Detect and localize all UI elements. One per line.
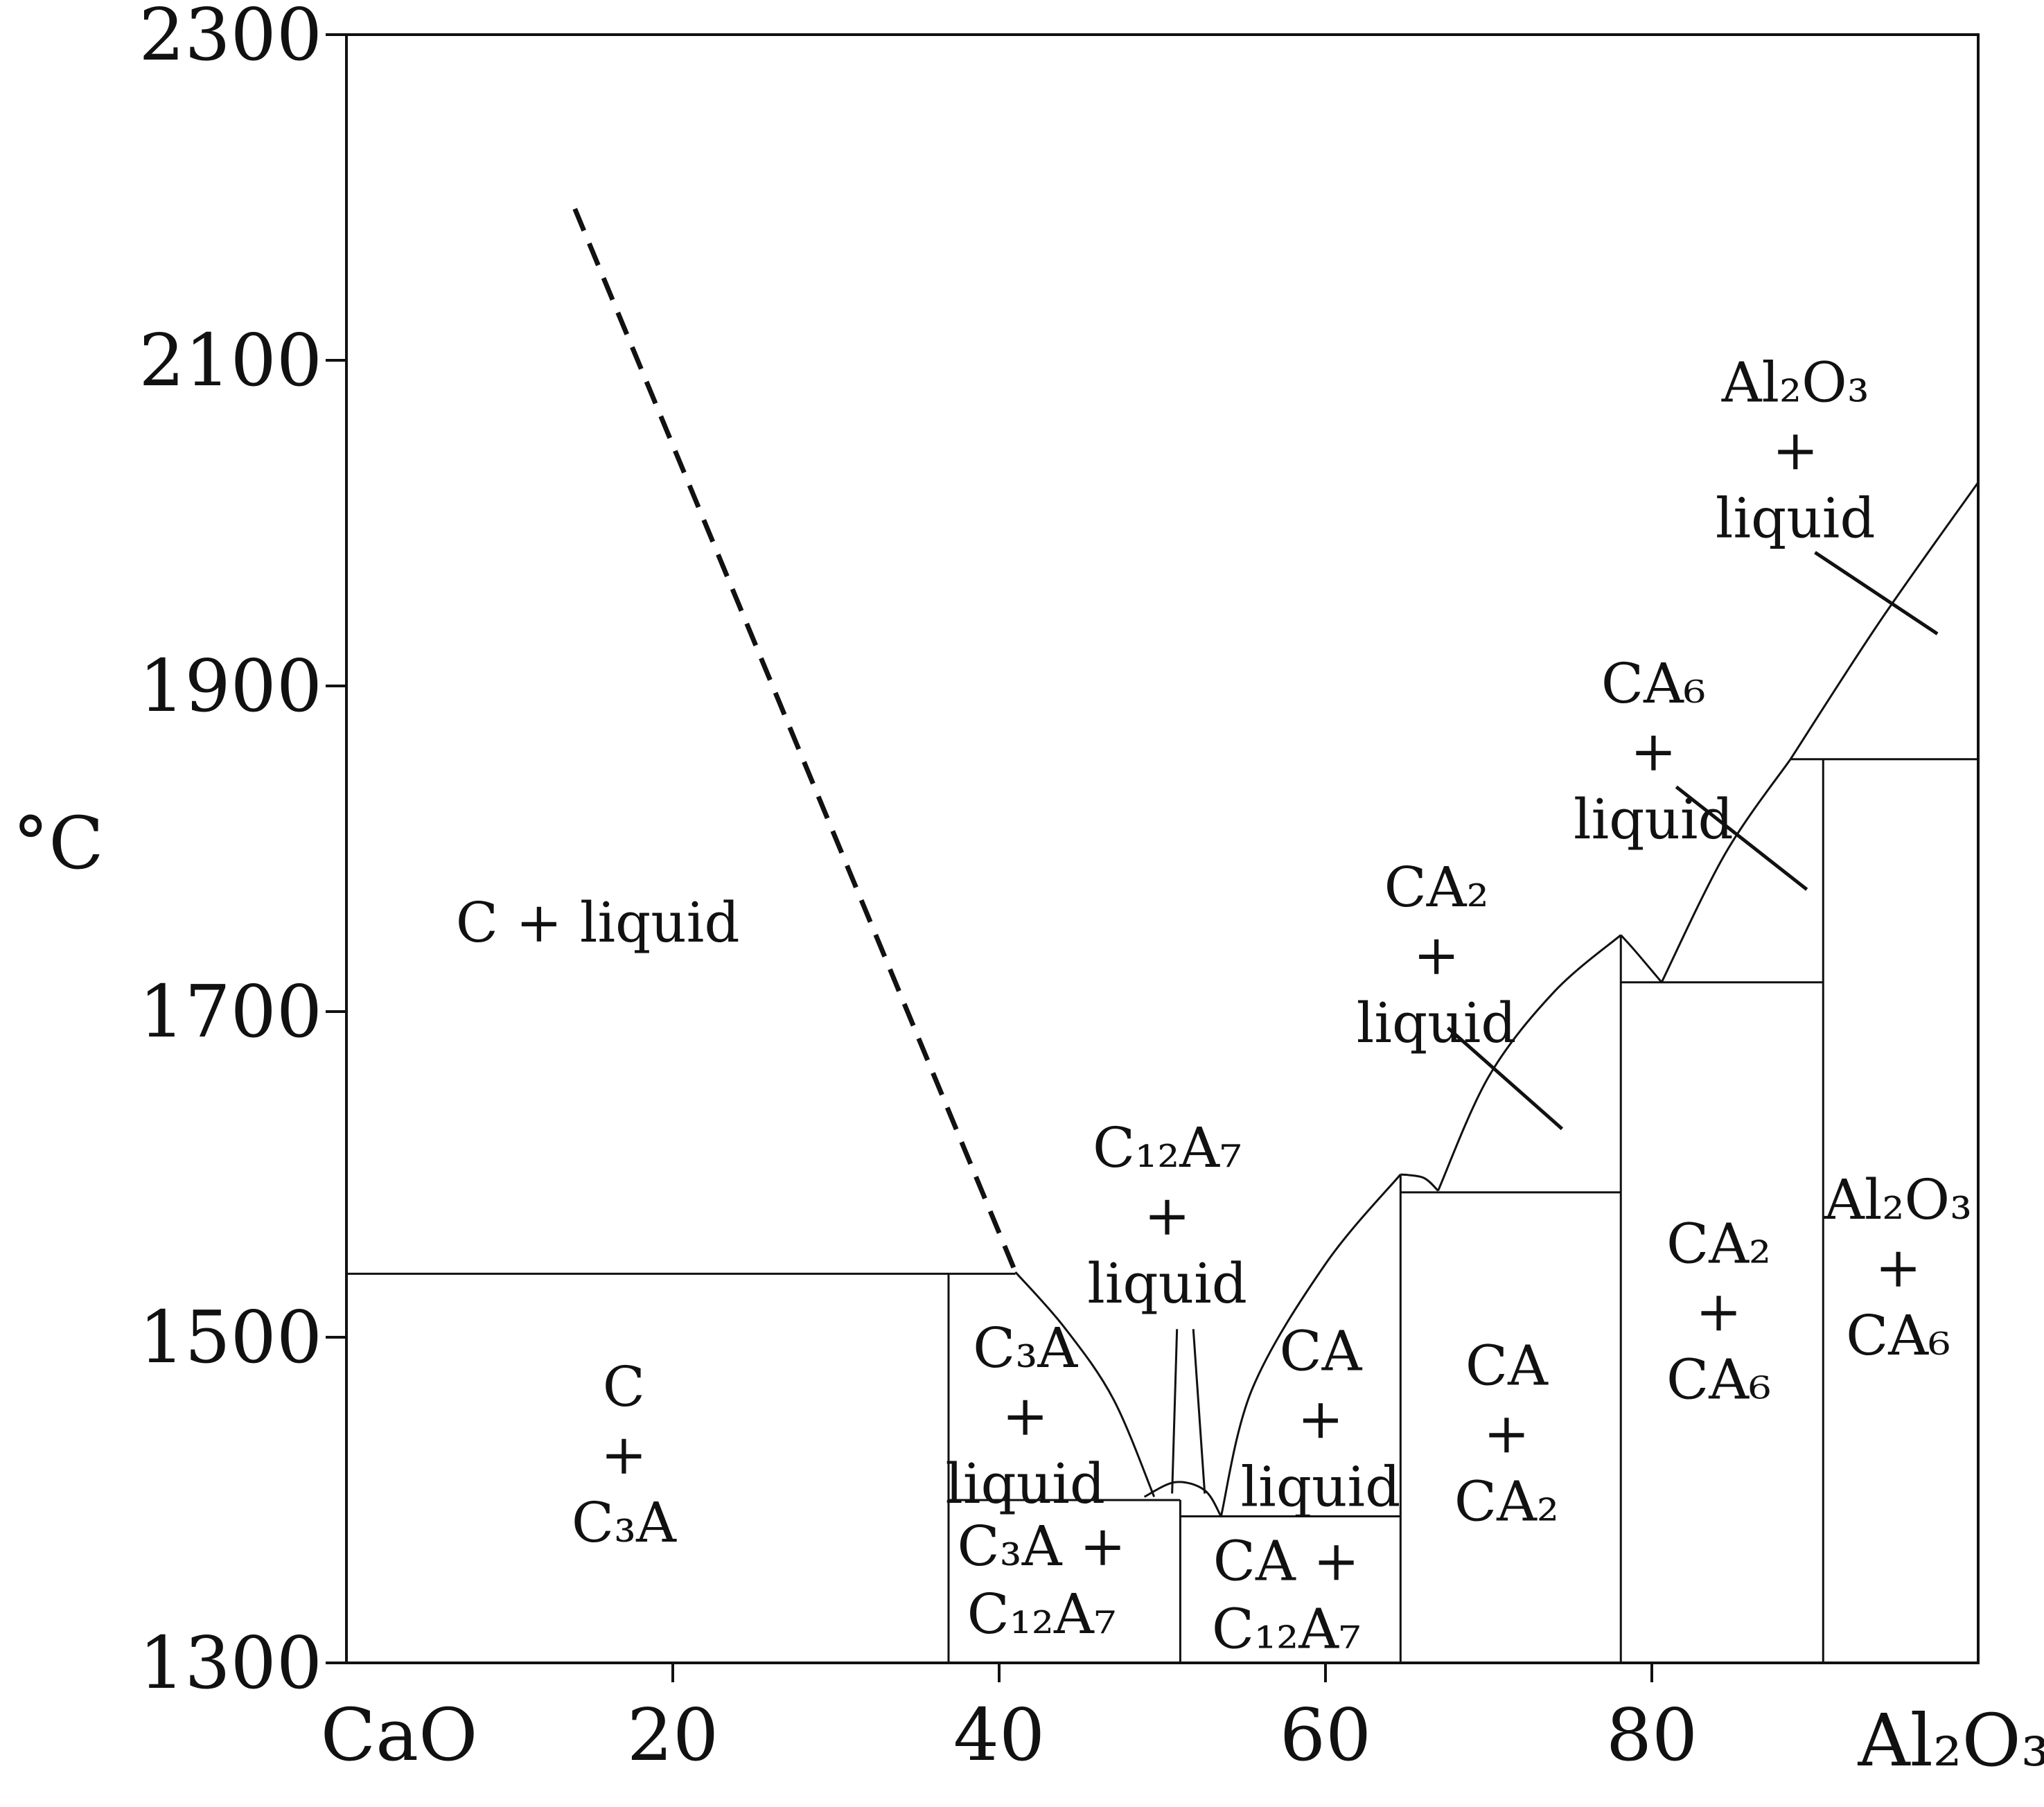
region-label-line: CA₆ bbox=[1846, 1303, 1950, 1368]
boundary-ca-liquidus bbox=[1219, 1174, 1402, 1517]
boundary-c12a7-liquid-right bbox=[1192, 1329, 1206, 1494]
region-label-line: Al₂O₃ bbox=[1721, 350, 1869, 414]
region-label-line: CA₆ bbox=[1666, 1347, 1771, 1411]
x-tick-label-80: 80 bbox=[1606, 1693, 1698, 1777]
leader-line-1 bbox=[1446, 1026, 1564, 1131]
boundary-c12a7-liquidus bbox=[1143, 1481, 1222, 1517]
region-label-line: liquid bbox=[945, 1452, 1105, 1516]
region-label-line: + bbox=[1002, 1384, 1048, 1448]
region-c-c3a: C+C₃A bbox=[572, 1355, 677, 1555]
region-ca-c12a7: CA +C₁₂A₇ bbox=[1212, 1528, 1361, 1661]
region-al2o3-ca6: Al₂O₃+CA₆ bbox=[1824, 1167, 1972, 1368]
region-label-line: Al₂O₃ bbox=[1824, 1167, 1972, 1232]
y-tick-label-2300: 2300 bbox=[139, 0, 322, 77]
region-label-line: + bbox=[1772, 418, 1819, 482]
boundary-c-liquidus-dashed bbox=[572, 208, 1018, 1273]
x-tick-label-40: 40 bbox=[953, 1693, 1045, 1777]
region-label-line: C bbox=[603, 1355, 645, 1419]
y-tick-label-2100: 2100 bbox=[139, 318, 322, 403]
region-label-line: CA₆ bbox=[1601, 651, 1706, 716]
x-tick-label-60: 60 bbox=[1280, 1693, 1371, 1777]
region-label-line: + bbox=[1695, 1279, 1742, 1343]
plot-frame bbox=[345, 33, 1980, 1664]
region-label-line: liquid bbox=[1574, 787, 1734, 852]
region-label-line: + bbox=[601, 1422, 647, 1487]
region-label-line: C₁₂A₇ bbox=[1212, 1596, 1361, 1661]
region-c-liquid: C + liquid bbox=[456, 890, 740, 955]
boundary-ca6-liquidus bbox=[1660, 758, 1792, 983]
x-axis-left-end-label: CaO bbox=[321, 1693, 478, 1777]
region-al2o3-liquid: Al₂O₃+liquid bbox=[1716, 350, 1876, 550]
region-label-line: C₃A bbox=[572, 1490, 677, 1555]
region-label-line: CA bbox=[1279, 1319, 1362, 1384]
y-axis-ticks: 1300 1500 1700 1900 2100 2300 bbox=[139, 0, 346, 1705]
region-label-line: liquid bbox=[1357, 991, 1517, 1055]
region-label-line: C₁₂A₇ bbox=[967, 1582, 1116, 1646]
x-tick-label-20: 20 bbox=[627, 1693, 719, 1777]
region-label-line: + bbox=[1144, 1183, 1190, 1248]
region-label-line: + bbox=[1630, 719, 1677, 784]
boundary-ca2-liquidus bbox=[1437, 934, 1622, 1192]
leader-lines bbox=[1446, 551, 1939, 1131]
region-label-line: CA₂ bbox=[1666, 1211, 1771, 1276]
region-ca-ca2: CA+CA₂ bbox=[1454, 1334, 1559, 1534]
region-ca-liquid: CA+liquid bbox=[1241, 1319, 1401, 1519]
boundary-c12a7-liquid-left bbox=[1171, 1329, 1179, 1494]
y-tick-label-1300: 1300 bbox=[139, 1621, 322, 1705]
region-ca2-liquid: CA₂+liquid bbox=[1357, 855, 1517, 1055]
region-label-line: C₁₂A₇ bbox=[1093, 1116, 1242, 1180]
region-label-line: C₃A bbox=[973, 1316, 1078, 1380]
y-axis-label: °C bbox=[12, 801, 104, 885]
region-label-line: C + liquid bbox=[456, 890, 740, 955]
region-label-line: CA₂ bbox=[1454, 1470, 1559, 1534]
region-label-line: liquid bbox=[1716, 486, 1876, 550]
region-label-line: C₃A + bbox=[957, 1514, 1126, 1578]
region-label-line: + bbox=[1875, 1235, 1921, 1300]
y-tick-label-1900: 1900 bbox=[139, 644, 322, 728]
region-label-line: CA + bbox=[1213, 1528, 1359, 1593]
region-label-line: + bbox=[1483, 1402, 1530, 1466]
boundary-al2o3-liquidus bbox=[1789, 482, 1980, 760]
region-ca6-liquid: CA₆+liquid bbox=[1574, 651, 1734, 852]
leader-line-2 bbox=[1675, 785, 1808, 891]
x-axis-right-end-label: Al₂O₃ bbox=[1857, 1698, 2044, 1783]
region-label-line: CA₂ bbox=[1384, 855, 1489, 919]
y-tick-label-1700: 1700 bbox=[139, 969, 322, 1054]
region-label-line: CA bbox=[1465, 1334, 1549, 1398]
y-tick-label-1500: 1500 bbox=[139, 1295, 322, 1380]
region-c12a7-liquid: C₁₂A₇+liquid bbox=[1087, 1116, 1247, 1316]
region-label-line: + bbox=[1297, 1387, 1343, 1452]
leader-line-3 bbox=[1814, 551, 1939, 635]
region-c3a-c12a7: C₃A +C₁₂A₇ bbox=[957, 1514, 1126, 1646]
x-axis-ticks: 20 40 60 80 bbox=[627, 1663, 1698, 1777]
region-c3a-liquid: C₃A+liquid bbox=[945, 1316, 1105, 1516]
region-label-line: liquid bbox=[1241, 1455, 1401, 1519]
region-ca2-ca6: CA₂+CA₆ bbox=[1666, 1211, 1771, 1411]
region-label-line: liquid bbox=[1087, 1251, 1247, 1316]
boundary-ca2-liquidus-small-arc bbox=[1400, 1173, 1439, 1192]
boundary-c3a-liquidus bbox=[1014, 1271, 1156, 1497]
boundary-ca6-liquidus-small-arc bbox=[1620, 934, 1663, 983]
region-label-line: + bbox=[1413, 923, 1460, 987]
phase-boundaries bbox=[346, 208, 1980, 1663]
